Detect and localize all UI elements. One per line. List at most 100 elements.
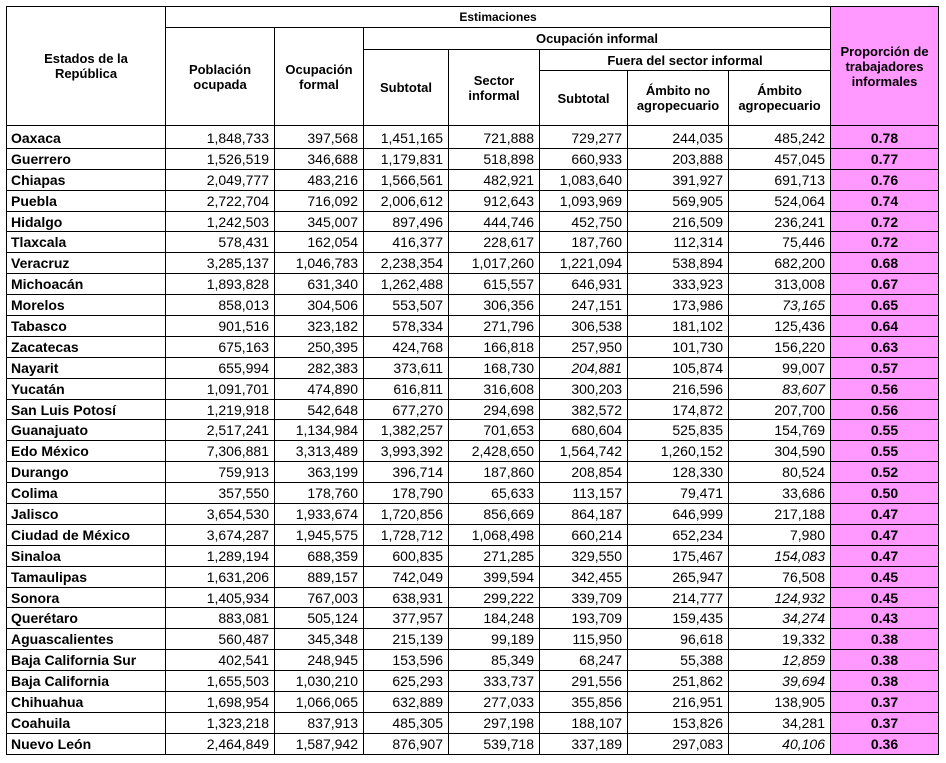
ambito-agro-cell: 156,220 <box>728 335 831 358</box>
ambito-no-agro-cell: 79,471 <box>627 482 729 505</box>
state-name-cell: Nayarit <box>6 356 166 379</box>
subtotal-informal-cell: 616,811 <box>363 377 449 400</box>
table-row: Morelos 858,013 304,506 553,507 306,356 247,1… <box>6 294 939 317</box>
ambito-no-agro-cell: 175,467 <box>627 544 729 567</box>
ambito-no-agro-cell: 173,986 <box>627 294 729 317</box>
ambito-agro-cell: 125,436 <box>728 315 831 337</box>
proporcion-cell: 0.56 <box>830 398 939 421</box>
table-row: Sinaloa 1,289,194 688,359 600,835 271,285 329… <box>6 544 939 567</box>
fuera-subtotal-cell: 729,277 <box>539 125 628 149</box>
poblacion-cell: 1,289,194 <box>165 544 275 567</box>
table-row: Ciudad de México 3,674,287 1,945,575 1,728,… <box>6 523 939 546</box>
ambito-no-agro-cell: 333,923 <box>627 273 729 296</box>
ambito-agro-cell: 124,932 <box>728 586 831 609</box>
sector-informal-cell: 539,718 <box>448 732 540 755</box>
proporcion-cell: 0.37 <box>830 691 939 713</box>
table-row: Yucatán 1,091,701 474,890 616,811 316,608 300… <box>6 377 939 400</box>
table-row: Tlaxcala 578,431 162,054 416,377 228,617 187,… <box>6 231 939 254</box>
state-name-cell: Chiapas <box>6 168 166 191</box>
ambito-no-agro-cell: 216,951 <box>627 691 729 713</box>
sector-informal-cell: 228,617 <box>448 231 540 254</box>
poblacion-cell: 1,405,934 <box>165 586 275 609</box>
table-row: Guerrero 1,526,519 346,688 1,179,831 518,898… <box>6 147 939 170</box>
ambito-agro-cell: 75,446 <box>728 231 831 254</box>
table-row: Hidalgo 1,242,503 345,007 897,496 444,746 452… <box>6 210 939 233</box>
ambito-agro-cell: 83,607 <box>728 377 831 400</box>
ambito-agro-cell: 524,064 <box>728 189 831 212</box>
subtotal-informal-cell: 424,768 <box>363 335 449 358</box>
subtotal-informal-cell: 1,566,561 <box>363 168 449 191</box>
subtotal-informal-cell: 638,931 <box>363 586 449 609</box>
ambito-no-agro-cell: 174,872 <box>627 398 729 421</box>
poblacion-cell: 3,285,137 <box>165 252 275 275</box>
poblacion-cell: 2,464,849 <box>165 732 275 755</box>
ambito-no-agro-cell: 251,862 <box>627 670 729 693</box>
proporcion-cell: 0.55 <box>830 419 939 442</box>
subtotal-informal-cell: 416,377 <box>363 231 449 254</box>
poblacion-cell: 759,913 <box>165 461 275 484</box>
sector-informal-cell: 299,222 <box>448 586 540 609</box>
sector-informal-cell: 615,557 <box>448 273 540 296</box>
subtotal-informal-cell: 1,262,488 <box>363 273 449 296</box>
ocupacion-formal-cell: 304,506 <box>274 294 364 317</box>
ambito-agro-cell: 73,165 <box>728 294 831 317</box>
fuera-subtotal-cell: 1,221,094 <box>539 252 628 275</box>
ambito-agro-cell: 12,859 <box>728 649 831 672</box>
proporcion-cell: 0.47 <box>830 544 939 567</box>
poblacion-cell: 1,848,733 <box>165 125 275 149</box>
ambito-no-agro-cell: 181,102 <box>627 315 729 337</box>
table-row: Tabasco 901,516 323,182 578,334 271,796 306,5… <box>6 315 939 337</box>
proporcion-cell: 0.65 <box>830 294 939 317</box>
sector-informal-cell: 271,285 <box>448 544 540 567</box>
table-row: Oaxaca 1,848,733 397,568 1,451,165 721,888 72… <box>6 125 939 149</box>
header-sector-informal: Sector informal <box>448 49 540 126</box>
state-name-cell: Yucatán <box>6 377 166 400</box>
proporcion-cell: 0.55 <box>830 440 939 463</box>
ambito-no-agro-cell: 128,330 <box>627 461 729 484</box>
fuera-subtotal-cell: 660,933 <box>539 147 628 170</box>
sector-informal-cell: 701,653 <box>448 419 540 442</box>
state-name-cell: Puebla <box>6 189 166 212</box>
sector-informal-cell: 2,428,650 <box>448 440 540 463</box>
ocupacion-formal-cell: 474,890 <box>274 377 364 400</box>
proporcion-cell: 0.64 <box>830 315 939 337</box>
ambito-no-agro-cell: 297,083 <box>627 732 729 755</box>
poblacion-cell: 3,674,287 <box>165 523 275 546</box>
table-row: San Luis Potosí 1,219,918 542,648 677,270 29… <box>6 398 939 421</box>
sector-informal-cell: 444,746 <box>448 210 540 233</box>
table-row: Michoacán 1,893,828 631,340 1,262,488 615,55… <box>6 273 939 296</box>
state-name-cell: Zacatecas <box>6 335 166 358</box>
state-name-cell: Sonora <box>6 586 166 609</box>
sector-informal-cell: 294,698 <box>448 398 540 421</box>
subtotal-informal-cell: 625,293 <box>363 670 449 693</box>
ocupacion-formal-cell: 248,945 <box>274 649 364 672</box>
proporcion-cell: 0.68 <box>830 252 939 275</box>
ambito-no-agro-cell: 1,260,152 <box>627 440 729 463</box>
ambito-no-agro-cell: 538,894 <box>627 252 729 275</box>
proporcion-cell: 0.36 <box>830 732 939 755</box>
table-row: Chihuahua 1,698,954 1,066,065 632,889 277,03… <box>6 691 939 713</box>
ambito-no-agro-cell: 652,234 <box>627 523 729 546</box>
table-row: Querétaro 883,081 505,124 377,957 184,248 193… <box>6 607 939 630</box>
ambito-agro-cell: 691,713 <box>728 168 831 191</box>
subtotal-informal-cell: 153,596 <box>363 649 449 672</box>
poblacion-cell: 675,163 <box>165 335 275 358</box>
poblacion-cell: 1,219,918 <box>165 398 275 421</box>
fuera-subtotal-cell: 660,214 <box>539 523 628 546</box>
sector-informal-cell: 184,248 <box>448 607 540 630</box>
poblacion-cell: 858,013 <box>165 294 275 317</box>
fuera-subtotal-cell: 646,931 <box>539 273 628 296</box>
ambito-agro-cell: 7,980 <box>728 523 831 546</box>
header-poblacion: Población ocupada <box>165 27 275 126</box>
fuera-subtotal-cell: 355,856 <box>539 691 628 713</box>
table-row: Baja California Sur 402,541 248,945 153,596… <box>6 649 939 672</box>
subtotal-informal-cell: 1,451,165 <box>363 125 449 149</box>
ocupacion-formal-cell: 323,182 <box>274 315 364 337</box>
ocupacion-formal-cell: 250,395 <box>274 335 364 358</box>
ambito-agro-cell: 457,045 <box>728 147 831 170</box>
proporcion-cell: 0.38 <box>830 649 939 672</box>
subtotal-informal-cell: 373,611 <box>363 356 449 379</box>
sector-informal-cell: 518,898 <box>448 147 540 170</box>
proporcion-cell: 0.72 <box>830 231 939 254</box>
ocupacion-formal-cell: 1,933,674 <box>274 503 364 525</box>
